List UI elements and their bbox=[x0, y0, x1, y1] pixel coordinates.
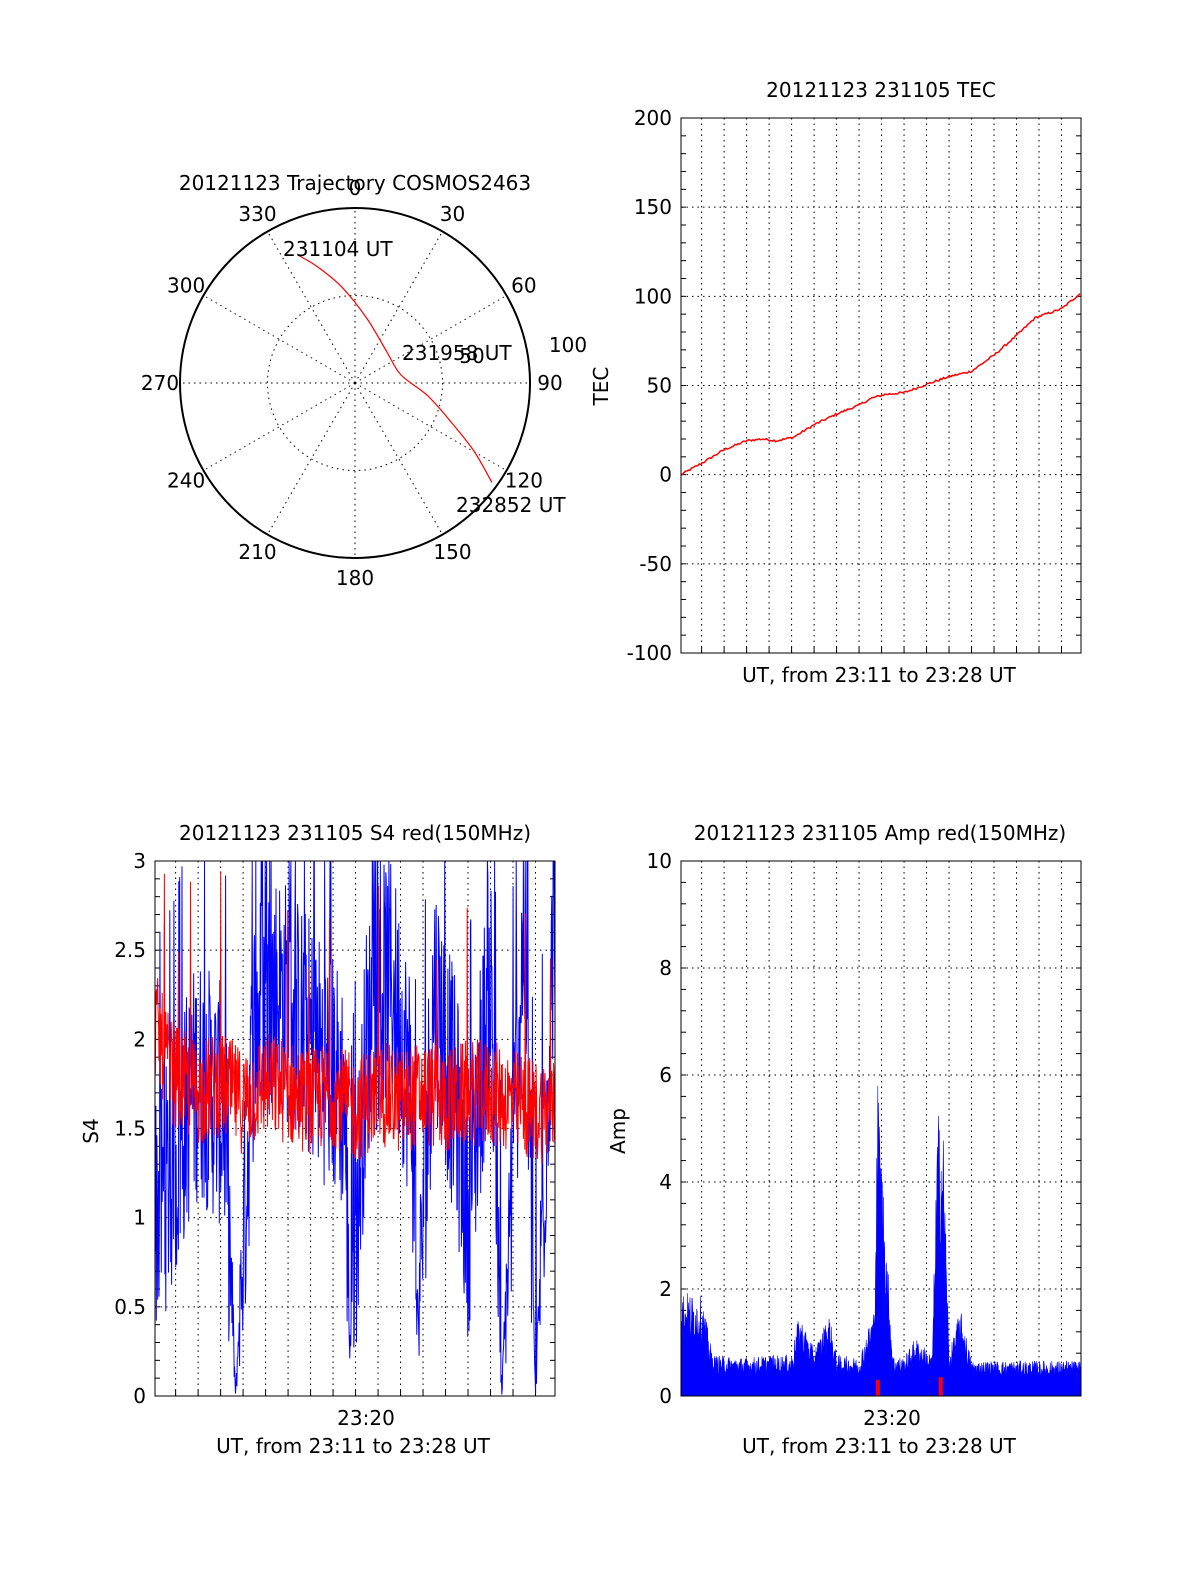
polar-grid bbox=[180, 208, 530, 558]
polar-angle-label: 210 bbox=[238, 540, 276, 564]
polar-spoke bbox=[354, 382, 507, 471]
tec-y-tick-label: 150 bbox=[634, 195, 672, 219]
s4-y-tick-label: 2 bbox=[133, 1027, 146, 1051]
tec-plot-frame bbox=[680, 117, 1082, 654]
polar-title: 20121123 Trajectory COSMOS2463 bbox=[179, 171, 531, 195]
s4-chart: 20121123 231105 S4 red(150MHz) 0 0.5 1 1.5 2… bbox=[79, 821, 556, 1458]
amp-xlabel: UT, from 23:11 to 23:28 UT bbox=[742, 1434, 1017, 1458]
s4-y-tick-label: 2.5 bbox=[114, 938, 146, 962]
polar-spoke bbox=[203, 382, 356, 471]
s4-y-tick-label: 0.5 bbox=[114, 1295, 146, 1319]
polar-radial-label-50: 50 bbox=[459, 344, 484, 368]
amp-red-series-marks bbox=[875, 1377, 943, 1396]
amp-y-tick-label: 4 bbox=[659, 1170, 672, 1194]
polar-annotation-start: 231104 UT bbox=[283, 237, 393, 261]
amp-y-tick-label: 8 bbox=[659, 956, 672, 980]
amp-plot-frame bbox=[680, 860, 1082, 1397]
polar-outer-circle bbox=[179, 207, 531, 559]
polar-angle-label: 120 bbox=[505, 469, 543, 493]
polar-spoke bbox=[267, 382, 356, 535]
s4-xlabel: UT, from 23:11 to 23:28 UT bbox=[216, 1434, 491, 1458]
tec-y-tick-label: 50 bbox=[647, 374, 672, 398]
s4-x-tick-label: 23:20 bbox=[337, 1406, 395, 1430]
polar-angle-label: 60 bbox=[511, 274, 536, 298]
amp-red-mark bbox=[938, 1377, 943, 1396]
amp-title: 20121123 231105 Amp red(150MHz) bbox=[694, 821, 1066, 845]
amp-chart: 20121123 231105 Amp red(150MHz) 0246810 … bbox=[606, 821, 1082, 1458]
amp-y-tick-label: 6 bbox=[659, 1063, 672, 1087]
amp-y-tick-label: 2 bbox=[659, 1277, 672, 1301]
tec-series-line bbox=[681, 293, 1081, 476]
s4-blue-series-line bbox=[154, 860, 556, 1395]
polar-angle-label: 90 bbox=[537, 371, 562, 395]
tec-y-tick-labels: -100 -50 0 50 100 150 200 bbox=[627, 106, 672, 665]
polar-spoke bbox=[354, 382, 443, 535]
polar-trajectory-chart: 20121123 Trajectory COSMOS2463 0 30 60 90 12… bbox=[141, 171, 587, 590]
polar-angle-label: 150 bbox=[433, 540, 471, 564]
tec-chart: 20121123 231105 TEC -100-50050100150200 … bbox=[589, 78, 1082, 687]
polar-trajectory-line bbox=[297, 254, 493, 483]
s4-red-series-line bbox=[154, 871, 556, 1165]
amp-y-tick-labels: 0 2 4 6 8 10 bbox=[647, 849, 672, 1408]
tec-title: 20121123 231105 TEC bbox=[766, 78, 996, 102]
polar-angle-label: 270 bbox=[141, 371, 179, 395]
polar-radial-label-100: 100 bbox=[549, 333, 587, 357]
tec-xlabel: UT, from 23:11 to 23:28 UT bbox=[742, 663, 1017, 687]
polar-spoke bbox=[354, 295, 507, 384]
tec-y-tick-label: 0 bbox=[659, 463, 672, 487]
tec-grid bbox=[681, 117, 1081, 654]
polar-angle-label: 240 bbox=[167, 469, 205, 493]
tec-ylabel: TEC bbox=[589, 367, 613, 407]
amp-y-tick-label: 10 bbox=[647, 849, 672, 873]
polar-annotation-mid: 231958 UT bbox=[402, 341, 512, 365]
amp-x-tick-label: 23:20 bbox=[863, 1406, 921, 1430]
polar-angle-labels: 0 30 60 90 120 150 180 210 240 270 300 330 bbox=[141, 176, 563, 590]
polar-angle-label: 180 bbox=[336, 566, 374, 590]
s4-title: 20121123 231105 S4 red(150MHz) bbox=[179, 821, 531, 845]
amp-blue-series-fill bbox=[680, 1085, 1082, 1397]
polar-angle-label: 330 bbox=[238, 202, 276, 226]
amp-ylabel: Amp bbox=[606, 1108, 630, 1154]
s4-y-tick-label: 1 bbox=[133, 1206, 146, 1230]
tec-y-tick-label: 100 bbox=[634, 284, 672, 308]
tec-y-tick-label: -100 bbox=[627, 641, 672, 665]
s4-y-tick-label: 3 bbox=[133, 849, 146, 873]
polar-angle-label: 30 bbox=[440, 202, 465, 226]
s4-ylabel: S4 bbox=[79, 1118, 103, 1143]
s4-y-tick-label: 0 bbox=[133, 1384, 146, 1408]
polar-angle-label: 0 bbox=[349, 176, 362, 200]
amp-y-tick-label: 0 bbox=[659, 1384, 672, 1408]
s4-y-tick-label: 1.5 bbox=[114, 1117, 146, 1141]
polar-angle-label: 300 bbox=[167, 274, 205, 298]
s4-plot-frame bbox=[154, 860, 556, 1397]
s4-y-tick-labels: 0 0.5 1 1.5 2 2.5 3 bbox=[114, 849, 146, 1408]
polar-annotation-end: 232852 UT bbox=[456, 493, 566, 517]
amp-red-mark bbox=[875, 1379, 880, 1396]
polar-inner-ring bbox=[267, 295, 443, 471]
tec-y-tick-label: -50 bbox=[639, 552, 672, 576]
tec-y-tick-label: 200 bbox=[634, 106, 672, 130]
